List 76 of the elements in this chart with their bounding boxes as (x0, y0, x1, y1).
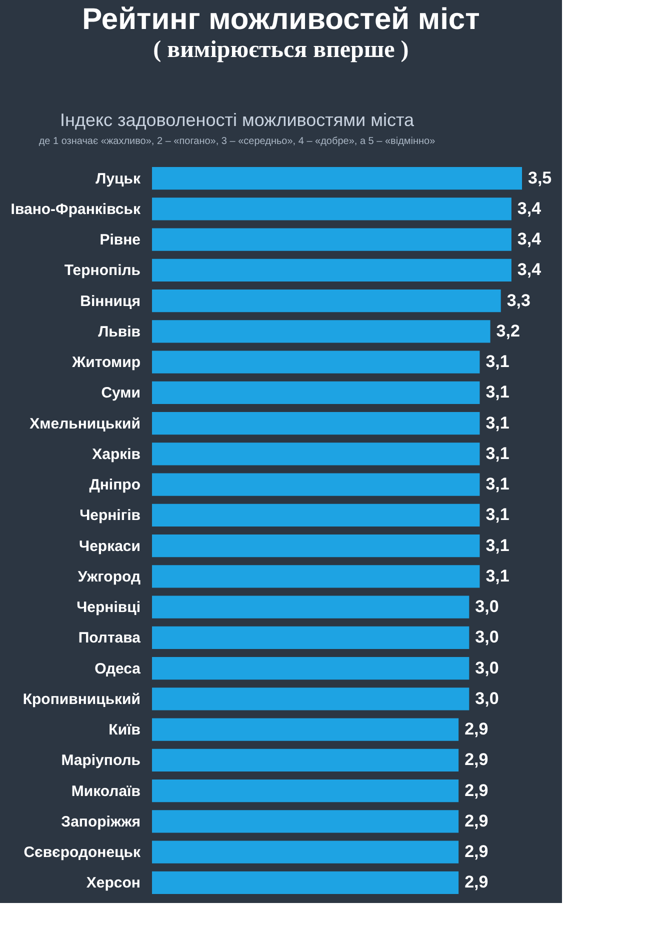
bar (152, 412, 480, 435)
bar (152, 657, 470, 680)
data-label: 3,1 (486, 352, 510, 372)
bar (152, 442, 480, 466)
data-label: 3,1 (486, 505, 510, 524)
data-label: 3,1 (486, 413, 510, 432)
bar (152, 780, 459, 802)
y-tick-label: Запоріжжя (61, 813, 140, 830)
data-label: 3,3 (506, 290, 530, 310)
y-tick-label: Львів (98, 323, 140, 340)
y-tick-label: Чернігів (80, 507, 140, 524)
bar (152, 596, 470, 618)
bar (152, 565, 480, 588)
bar (152, 504, 480, 526)
y-tick-label: Полтава (78, 630, 142, 647)
data-label: 3,4 (517, 230, 542, 249)
y-tick-label: Київ (108, 722, 140, 739)
y-tick-label: Івано-Франківськ (10, 200, 141, 218)
bar (152, 167, 522, 190)
text: Індекс задоволеності можливостями міста (60, 110, 415, 130)
data-label: 3,1 (486, 536, 510, 555)
data-label: 2,9 (464, 811, 488, 830)
y-tick-label: Хмельницький (30, 415, 140, 432)
bar (152, 228, 512, 251)
y-tick-label: Вінниця (80, 292, 140, 310)
bar (152, 626, 470, 649)
data-label: 3,0 (475, 688, 499, 708)
data-label: 3,2 (496, 321, 520, 340)
y-tick-label: Миколаїв (71, 782, 140, 800)
bar (152, 290, 501, 312)
y-tick-label: Кропивницький (22, 690, 140, 708)
bar (152, 840, 459, 864)
bar (152, 718, 459, 741)
data-label: 2,9 (464, 780, 488, 800)
y-tick-label: Дніпро (89, 476, 140, 494)
bar (152, 473, 480, 496)
y-tick-label: Сєвєродонецьк (24, 844, 141, 862)
y-tick-label: Чернівці (76, 599, 140, 616)
data-label: 2,9 (464, 842, 488, 862)
y-tick-label: Рівне (100, 232, 140, 249)
y-tick-label: Одеса (94, 660, 142, 678)
y-tick-label: Житомир (71, 354, 140, 372)
data-label: 3,4 (517, 198, 542, 218)
y-tick-label: Луцьк (96, 170, 141, 188)
data-label: 3,0 (475, 628, 499, 647)
y-tick-label: Маріуполь (61, 752, 140, 770)
data-label: 3,1 (486, 444, 510, 463)
data-label: 2,9 (464, 720, 488, 739)
chart-subtitle: ( вимірюється вперше ) (153, 37, 409, 63)
bar (152, 810, 459, 833)
y-tick-label: Харків (92, 446, 140, 463)
bar (152, 748, 459, 772)
bar (152, 871, 459, 894)
data-label: 2,9 (464, 872, 488, 892)
bar (152, 688, 470, 710)
text: де 1 означає «жахливо», 2 – «погано», 3 – «середньо», 4 – «добре», а 5 – «відмінно» (38, 136, 436, 147)
bar (152, 258, 512, 282)
data-label: 3,4 (517, 260, 542, 280)
bar (152, 198, 512, 220)
y-tick-label: Черкаси (79, 538, 140, 555)
y-tick-label: Тернопіль (64, 262, 140, 280)
data-label: 3,0 (475, 597, 499, 616)
chart-title: Рейтинг можливостей міст (82, 3, 480, 36)
y-tick-label: Ужгород (78, 568, 141, 586)
data-label: 3,5 (528, 168, 552, 188)
bar (152, 350, 480, 374)
data-label: 3,1 (486, 566, 510, 586)
data-label: 2,9 (464, 750, 488, 770)
y-tick-label: Суми (101, 384, 140, 402)
bar (152, 381, 480, 404)
data-label: 3,1 (486, 474, 510, 494)
y-tick-label: Херсон (86, 874, 140, 892)
data-label: 3,0 (475, 658, 499, 678)
data-label: 3,1 (486, 382, 510, 402)
bar (152, 534, 480, 558)
bar (152, 320, 490, 343)
